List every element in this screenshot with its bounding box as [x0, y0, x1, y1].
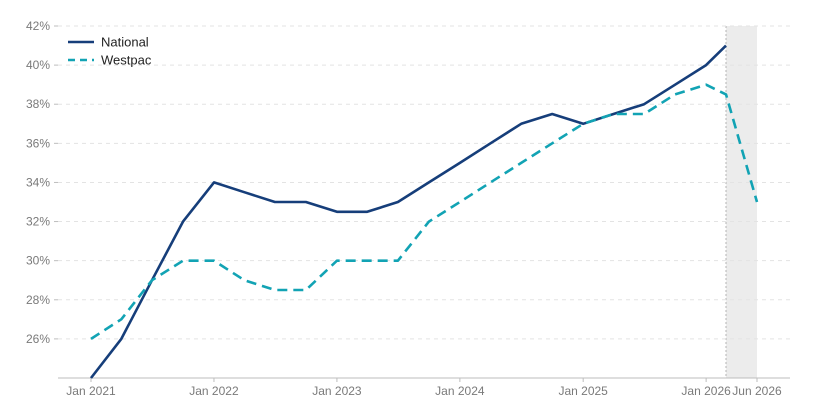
- series-line-westpac: [90, 83, 759, 340]
- x-tick-label: Jan 2025: [558, 384, 608, 398]
- y-tick-label: 36%: [26, 136, 50, 150]
- y-tick-label: 42%: [26, 19, 50, 33]
- series-lines: [89, 44, 759, 379]
- y-tick-label: 32%: [26, 215, 50, 229]
- y-tick-label: 30%: [26, 254, 50, 268]
- legend: National Westpac: [68, 35, 152, 68]
- gridlines: [54, 25, 790, 340]
- x-tick-label: Jun 2026: [732, 384, 782, 398]
- x-tick-label: Jan 2022: [189, 384, 239, 398]
- y-tick-labels: 26% 28% 30% 32% 34% 36% 38% 40% 42%: [26, 19, 50, 346]
- y-tick-label: 40%: [26, 58, 50, 72]
- x-tick-label: Jan 2021: [66, 384, 116, 398]
- x-tick-labels: Jan 2021 Jan 2022 Jan 2023 Jan 2024 Jan 2025…: [66, 378, 782, 398]
- legend-label-westpac: Westpac: [101, 53, 152, 68]
- highlight-band: [726, 26, 757, 378]
- x-tick-label: Jan 2026: [681, 384, 731, 398]
- y-tick-label: 38%: [26, 97, 50, 111]
- y-tick-label: 28%: [26, 293, 50, 307]
- series-line-national: [89, 44, 727, 379]
- x-tick-label: Jan 2023: [312, 384, 362, 398]
- legend-label-national: National: [101, 35, 149, 50]
- y-tick-label: 26%: [26, 332, 50, 346]
- y-tick-label: 34%: [26, 175, 50, 189]
- x-tick-label: Jan 2024: [435, 384, 485, 398]
